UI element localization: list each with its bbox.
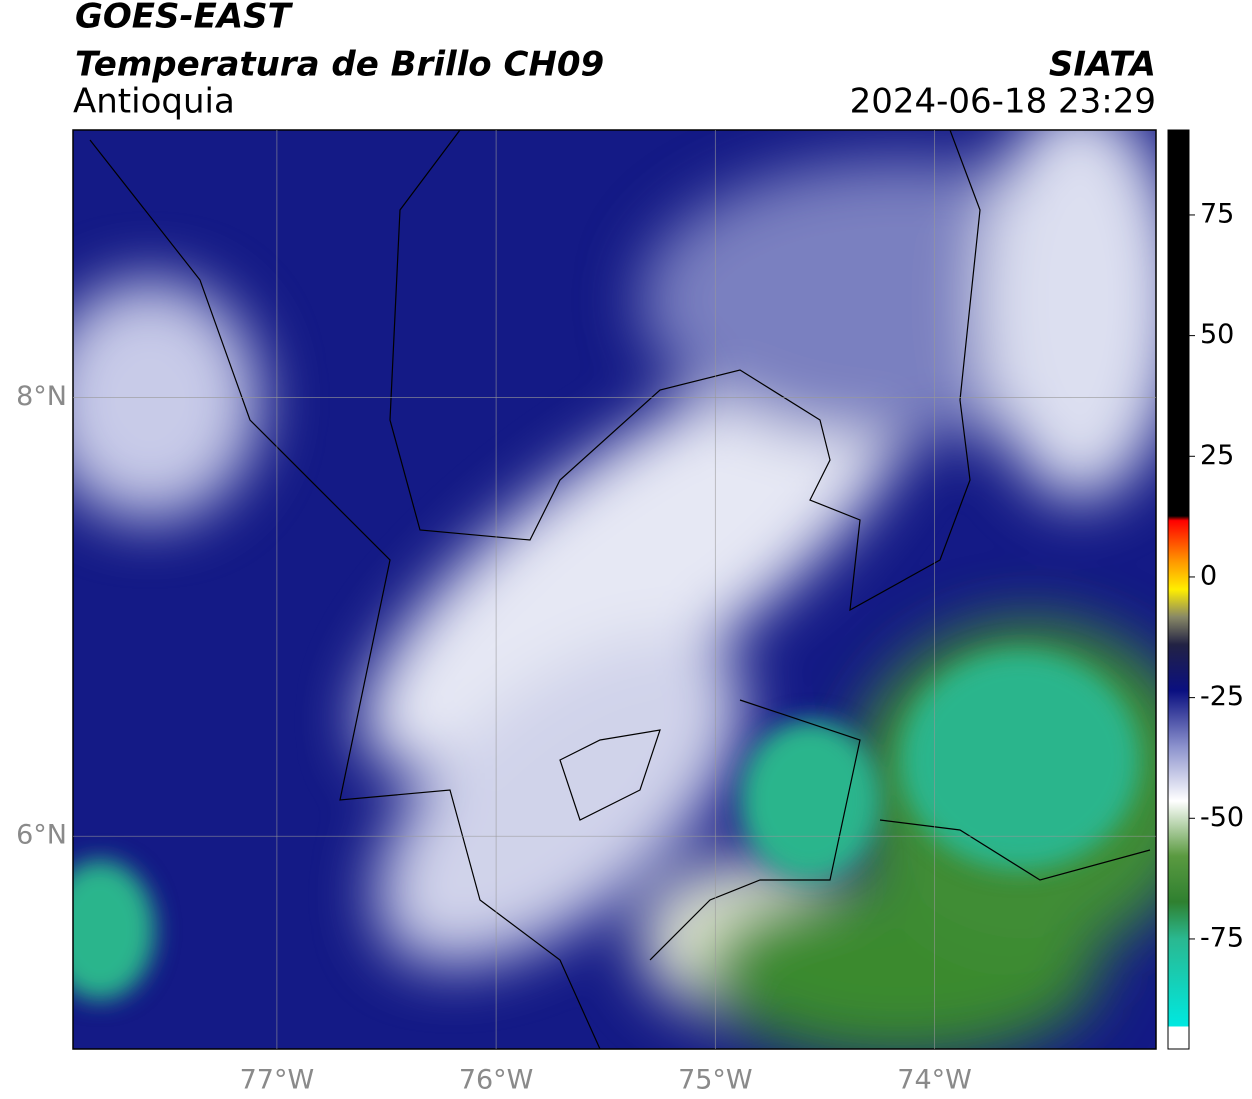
satellite-image (73, 130, 1156, 1049)
source: SIATA (1049, 45, 1156, 85)
lon-tick-label: 76°W (459, 1065, 534, 1096)
title: GOES-EAST (75, 0, 294, 37)
lat-tick-label: 8°N (16, 381, 67, 412)
colorbar-tick-label: -75 (1200, 922, 1244, 953)
colorbar-tick-label: -50 (1200, 802, 1244, 833)
colorbar-tick-label: 0 (1200, 560, 1217, 591)
lon-tick-label: 77°W (240, 1065, 315, 1096)
colorbar-tick-label: 50 (1200, 319, 1234, 350)
lon-tick-label: 75°W (678, 1065, 753, 1096)
lat-tick-label: 6°N (16, 820, 67, 851)
region: Antioquia (73, 82, 235, 122)
colorbar-tick-label: 75 (1200, 198, 1234, 229)
subtitle: Temperatura de Brillo CH09 (75, 45, 604, 85)
lon-tick-label: 74°W (897, 1065, 972, 1096)
colorbar-tick-label: -25 (1200, 681, 1244, 712)
timestamp: 2024-06-18 23:29 (850, 82, 1156, 122)
map-frame (72, 129, 1157, 1050)
colorbar (1167, 129, 1190, 1050)
colorbar-tick-label: 25 (1200, 440, 1234, 471)
